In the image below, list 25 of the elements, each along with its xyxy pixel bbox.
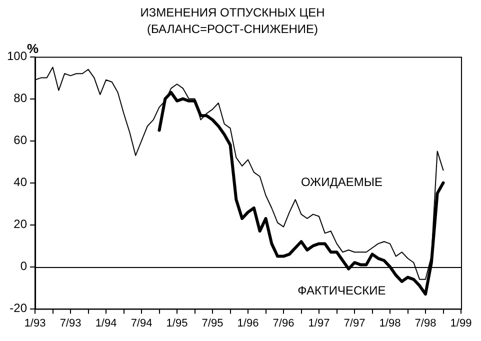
x-tick-label: 7/97 <box>344 317 366 330</box>
series-label: ФАКТИЧЕСКИЕ <box>298 283 386 298</box>
y-tick-label: 40 <box>14 175 28 190</box>
chart-subtitle: (БАЛАНС=РОСТ-СНИЖЕНИЕ) <box>146 22 318 36</box>
y-tick-label: 80 <box>14 91 28 106</box>
x-tick-label: 1/94 <box>95 317 117 330</box>
y-tick-label: 60 <box>14 133 28 148</box>
x-tick-label: 7/94 <box>130 317 152 330</box>
x-tick-label: 7/95 <box>202 317 224 330</box>
x-tick-label: 7/93 <box>60 317 82 330</box>
x-tick-label: 1/95 <box>166 317 188 330</box>
y-tick-label: -20 <box>10 301 28 316</box>
x-tick-label: 1/97 <box>308 317 330 330</box>
y-tick-label: 100 <box>6 49 28 64</box>
chart-title: ИЗМЕНЕНИЯ ОТПУСКНЫХ ЦЕН <box>140 6 325 20</box>
x-tick-label: 7/96 <box>272 317 294 330</box>
y-axis-title: % <box>27 40 40 56</box>
series-label: ОЖИДАЕМЫЕ <box>300 175 382 190</box>
x-tick-label: 1/98 <box>379 317 401 330</box>
x-tick-label: 1/96 <box>237 317 259 330</box>
x-tick-label: 1/99 <box>450 317 472 330</box>
x-tick-label: 7/98 <box>414 317 436 330</box>
y-tick-label: 20 <box>14 217 28 232</box>
y-tick-label: 0 <box>20 259 28 274</box>
x-tick-label: 1/93 <box>24 317 46 330</box>
